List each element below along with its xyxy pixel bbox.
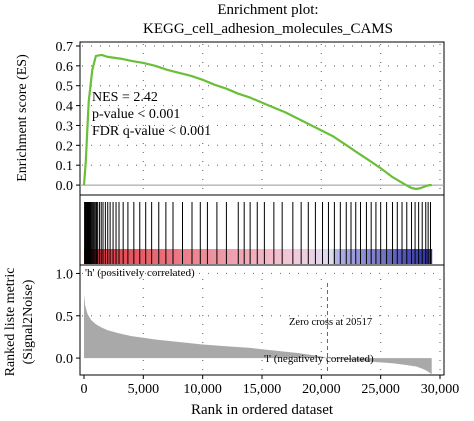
ranked-metric-area	[84, 294, 432, 375]
zero-cross-label: Zero cross at 20517	[289, 317, 372, 328]
es-grid	[82, 44, 442, 193]
x-tick-label: 5,000	[128, 382, 160, 397]
es-y-tick-label: 0.5	[56, 80, 74, 95]
es-y-tick-label: 0.0	[56, 179, 74, 194]
x-tick-label: 0	[81, 382, 88, 397]
metric-y-axis-label-line2: (Signal2Noise)	[21, 279, 36, 364]
es-y-tick-label: 0.6	[56, 60, 74, 75]
fdr-text: FDR q-value < 0.001	[92, 124, 211, 139]
es-y-axis-label: Enrichment score (ES)	[15, 54, 30, 182]
es-curve	[82, 53, 432, 191]
es-y-tick-label: 0.7	[56, 40, 74, 55]
metric-y-tick-label: 1.0	[56, 267, 74, 282]
positively-correlated-label: 'h' (positively correlated)	[85, 267, 195, 279]
metric-grid	[82, 272, 442, 373]
title-line2: KEGG_cell_adhesion_molecules_CAMS	[143, 21, 393, 37]
metric-y-ticks: 1.0 0.5 0.0	[56, 267, 80, 367]
x-axis-label: Rank in ordered dataset	[191, 402, 334, 418]
metric-y-tick-label: 0.5	[56, 310, 74, 325]
metric-y-axis-label-line1: Ranked liste metric	[3, 268, 18, 377]
metric-y-tick-label: 0.0	[56, 352, 74, 367]
heatmap-segment	[84, 249, 204, 264]
x-tick-label: 15,000	[243, 382, 282, 397]
heatmap-segment	[291, 249, 334, 264]
heatmap-segment	[202, 249, 293, 264]
es-y-tick-label: 0.3	[56, 119, 74, 134]
ranked-heatmap	[84, 249, 433, 264]
es-y-tick-label: 0.2	[56, 139, 74, 154]
x-tick-label: 20,000	[302, 382, 341, 397]
heatmap-segment	[333, 249, 433, 264]
x-tick-label: 30,000	[421, 382, 460, 397]
pvalue-text: p-value < 0.001	[92, 107, 180, 122]
es-y-ticks: 0.7 0.6 0.5 0.4 0.3 0.2 0.1 0.0	[56, 40, 80, 194]
x-tick-label: 10,000	[183, 382, 222, 397]
es-y-tick-label: 0.4	[56, 100, 74, 115]
title-line1: Enrichment plot:	[217, 2, 318, 18]
gene-hit-lines	[84, 202, 432, 264]
nes-text: NES = 2.42	[92, 90, 158, 105]
x-ticks: 0 5,000 10,000 15,000 20,000 25,000 30,000	[81, 375, 460, 397]
es-y-tick-label: 0.1	[56, 159, 74, 174]
negatively-correlated-label: 'l' (negatively correlated)	[264, 353, 374, 365]
x-tick-label: 25,000	[361, 382, 400, 397]
